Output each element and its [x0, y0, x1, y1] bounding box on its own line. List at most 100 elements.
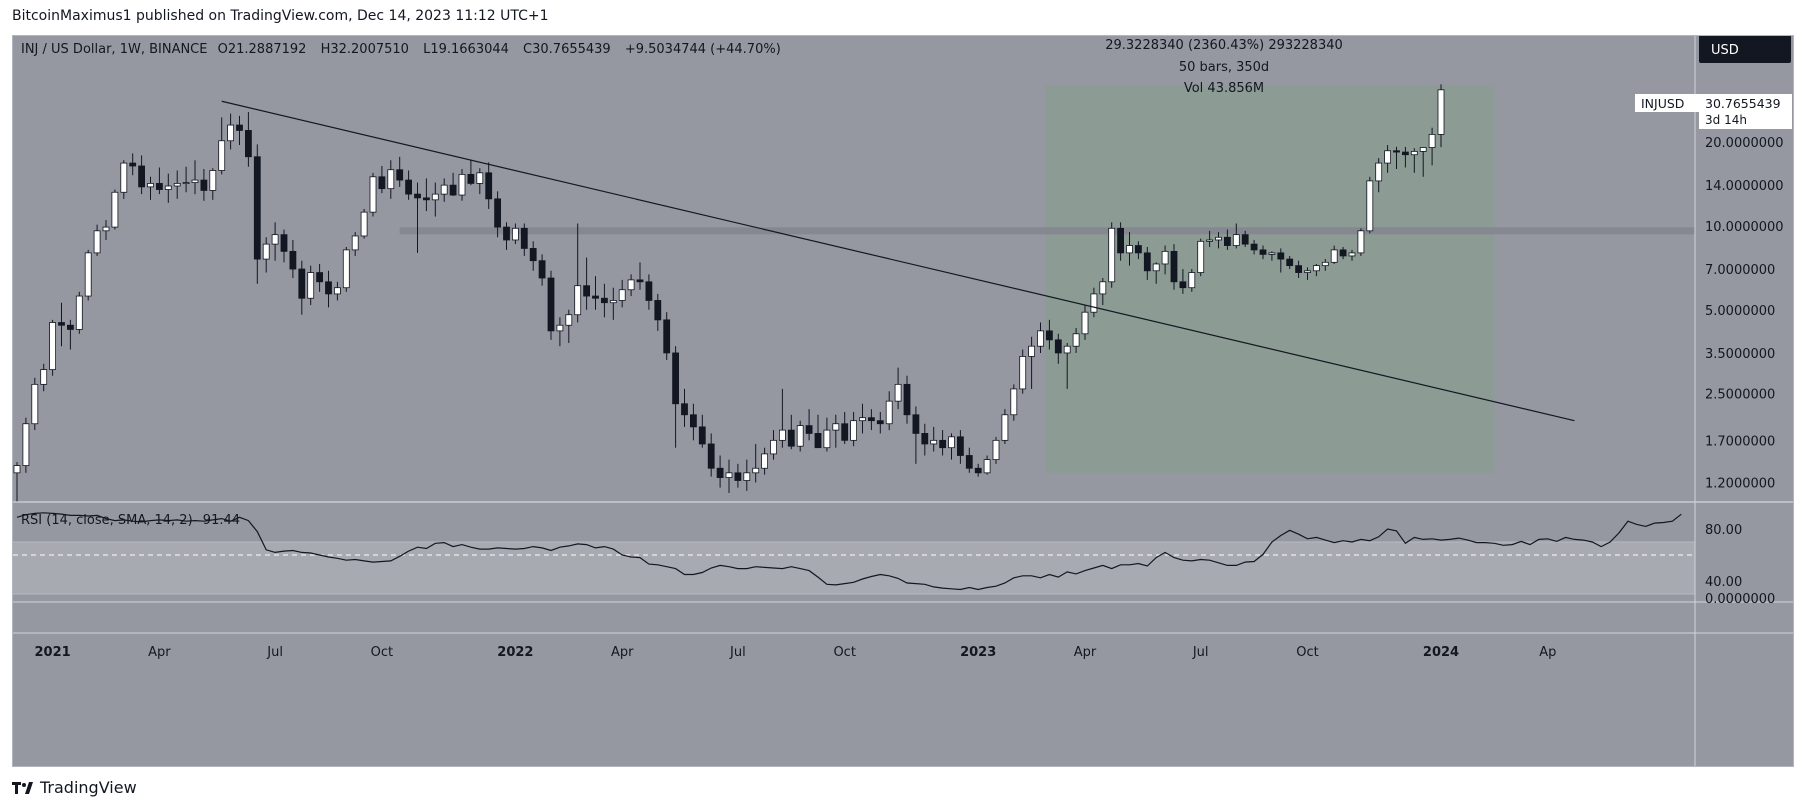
candle — [974, 463, 982, 477]
currency-button[interactable] — [1699, 36, 1791, 63]
candle-body-up — [1037, 330, 1044, 347]
candle-body-down — [325, 281, 332, 295]
candle-body-down — [636, 279, 644, 283]
time-tick-label: Apr — [148, 645, 171, 660]
candle — [930, 426, 938, 452]
candle-body-up — [770, 439, 777, 455]
candle — [992, 436, 1000, 464]
candle — [1072, 328, 1080, 353]
time-tick-label: Oct — [1296, 645, 1318, 660]
candle — [173, 170, 181, 199]
candle-body-up — [93, 230, 101, 254]
candle-body-down — [876, 420, 884, 425]
time-tick-label: 2024 — [1423, 645, 1459, 660]
candle — [681, 388, 688, 427]
candle-body-down — [939, 439, 946, 449]
candle — [538, 254, 546, 286]
candle-body-up — [1063, 345, 1071, 354]
candle-body-down — [681, 403, 688, 416]
candle — [236, 115, 243, 146]
candle — [698, 414, 706, 448]
currency-button-label: USD — [1711, 43, 1739, 58]
legend-symbol: INJ / US Dollar, 1W, BINANCE — [21, 42, 207, 57]
candle-body-down — [974, 467, 982, 474]
candle-body-down — [67, 324, 74, 330]
candle — [1054, 333, 1062, 364]
candle-body-up — [40, 369, 48, 385]
candle — [1375, 158, 1383, 193]
candle — [529, 241, 537, 271]
candle — [1188, 269, 1196, 292]
rsi-legend-label: RSI (14, close, SMA, 14, 2) — [21, 513, 193, 528]
candle — [770, 430, 777, 460]
candle — [387, 160, 395, 199]
price-tick-label: 20.0000000 — [1705, 136, 1784, 151]
candle — [227, 113, 235, 150]
candle — [983, 455, 991, 475]
candle — [565, 309, 573, 343]
candle-body-down — [547, 277, 555, 332]
candle — [618, 279, 626, 308]
candle — [129, 153, 137, 176]
candle-body-down — [654, 300, 662, 321]
candle — [316, 263, 324, 292]
candle-body-down — [1339, 249, 1347, 257]
candle-body-down — [645, 281, 653, 301]
candle-body-down — [912, 414, 920, 434]
candle-body-up — [574, 285, 582, 316]
chart-canvas[interactable]: 40.000000020.000000014.000000010.0000000… — [13, 36, 1793, 766]
candle-body-up — [1410, 151, 1418, 156]
candle-body-up — [850, 420, 857, 441]
candle — [921, 423, 929, 456]
chart-frame[interactable]: 40.000000020.000000014.000000010.0000000… — [12, 35, 1794, 767]
chart-legend: INJ / US Dollar, 1W, BINANCE O21.2887192… — [21, 42, 781, 57]
price-label-countdown: 3d 14h — [1705, 113, 1747, 127]
candle — [1437, 84, 1445, 148]
rsi-tick-label: 80.00 — [1705, 523, 1742, 538]
candle — [1010, 384, 1018, 421]
candle — [511, 223, 519, 245]
candle-body-down — [1143, 252, 1151, 272]
candle-body-down — [698, 426, 706, 445]
candle — [200, 168, 208, 201]
candle — [1090, 287, 1098, 318]
candle-body-up — [761, 453, 768, 469]
candle — [1001, 409, 1009, 444]
price-label-value: 30.7655439 — [1705, 96, 1781, 111]
candle — [1108, 222, 1116, 288]
candle-body-up — [13, 465, 21, 474]
rsi-legend: RSI (14, close, SMA, 14, 2) 91.44 — [21, 513, 240, 528]
candle-body-up — [173, 183, 181, 187]
candle-body-down — [1224, 236, 1231, 246]
candle — [761, 447, 768, 475]
candle — [636, 262, 644, 290]
footer-brand[interactable]: TradingView — [12, 778, 137, 797]
candle — [690, 403, 697, 441]
candle-body-up — [1010, 388, 1018, 416]
candle-body-down — [903, 383, 911, 416]
rsi-band — [13, 542, 1695, 594]
candle — [67, 319, 74, 350]
candle-body-down — [1402, 151, 1409, 156]
candle-body-up — [369, 176, 377, 213]
candle — [1046, 319, 1053, 350]
candle — [672, 346, 679, 448]
descending-trendline[interactable] — [221, 100, 1575, 422]
price-tick-label: 10.0000000 — [1705, 220, 1784, 235]
candle-body-down — [1117, 227, 1124, 254]
candle-body-up — [227, 124, 235, 142]
candle — [1170, 244, 1178, 290]
measured-range-layer — [1045, 85, 1495, 473]
candle-body-up — [1152, 263, 1160, 272]
candle-body-down — [663, 319, 671, 354]
candle-body-up — [262, 243, 270, 260]
candle-body-up — [859, 417, 866, 422]
candle-body-up — [1330, 249, 1338, 263]
price-tick-label: 1.2000000 — [1705, 477, 1775, 492]
trendline-layer — [221, 100, 1575, 422]
time-tick-label: Apr — [1074, 645, 1097, 660]
candle-body-up — [627, 279, 635, 291]
candle — [1081, 305, 1089, 340]
candle-body-up — [271, 234, 279, 245]
candle — [1384, 145, 1391, 173]
